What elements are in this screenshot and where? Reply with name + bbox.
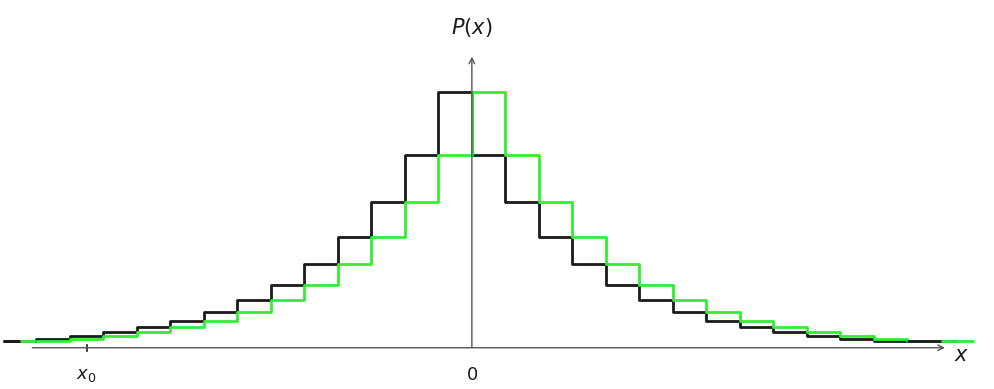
Text: $x$: $x$ [954, 346, 969, 365]
Text: $P(x)$: $P(x)$ [451, 16, 493, 39]
Text: $x_0$: $x_0$ [77, 366, 96, 384]
Text: $0$: $0$ [466, 366, 478, 384]
